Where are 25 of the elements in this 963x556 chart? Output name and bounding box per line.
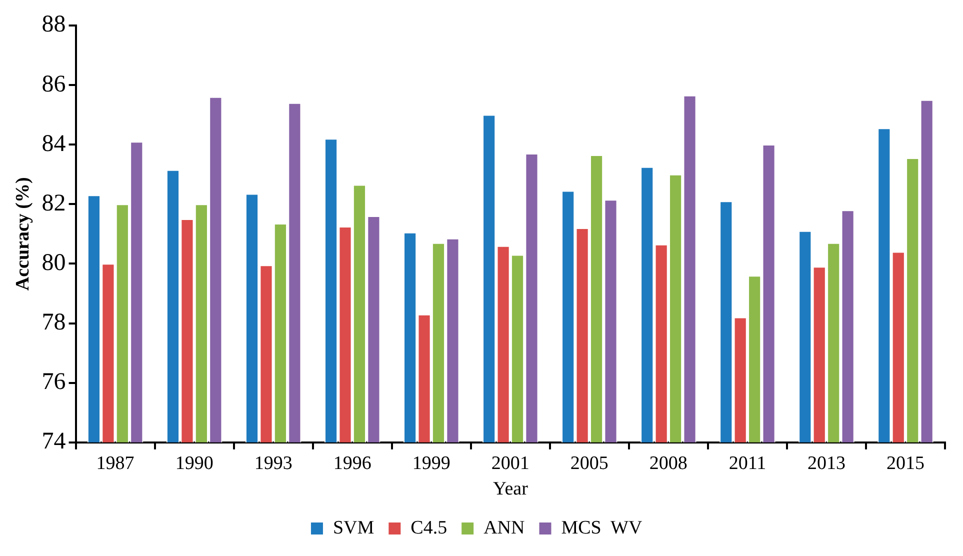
legend-label: MCS WV: [561, 517, 642, 538]
x-tick-label: 2008: [649, 452, 688, 474]
y-tick-label: 84: [42, 130, 66, 157]
legend-label: ANN: [484, 517, 526, 538]
x-tick-label: 2005: [570, 452, 608, 474]
x-tick-label: 1993: [254, 452, 292, 474]
x-tick-label: 1990: [175, 452, 214, 474]
legend-label: C4.5: [410, 517, 448, 538]
x-tick-label: 2013: [807, 452, 846, 474]
y-tick-label: 82: [42, 190, 66, 216]
y-tick-label: 76: [42, 369, 66, 396]
legend-label: SVM: [332, 517, 374, 538]
y-tick-label: 80: [42, 250, 66, 276]
y-tick-label: 78: [42, 310, 66, 336]
x-tick-label: 1996: [333, 452, 372, 474]
x-axis-title: Year: [492, 478, 529, 500]
x-tick-label: 1987: [96, 452, 134, 474]
x-tick-label: 1999: [412, 452, 450, 474]
x-tick-label: 2015: [886, 452, 924, 474]
y-tick-label: 88: [42, 12, 66, 38]
y-tick-label: 86: [42, 71, 66, 98]
x-tick-label: 2011: [728, 452, 766, 474]
y-tick-label: 74: [42, 428, 66, 455]
x-tick-label: 2001: [491, 452, 530, 474]
y-axis-title: Accuracy (%): [12, 177, 34, 291]
